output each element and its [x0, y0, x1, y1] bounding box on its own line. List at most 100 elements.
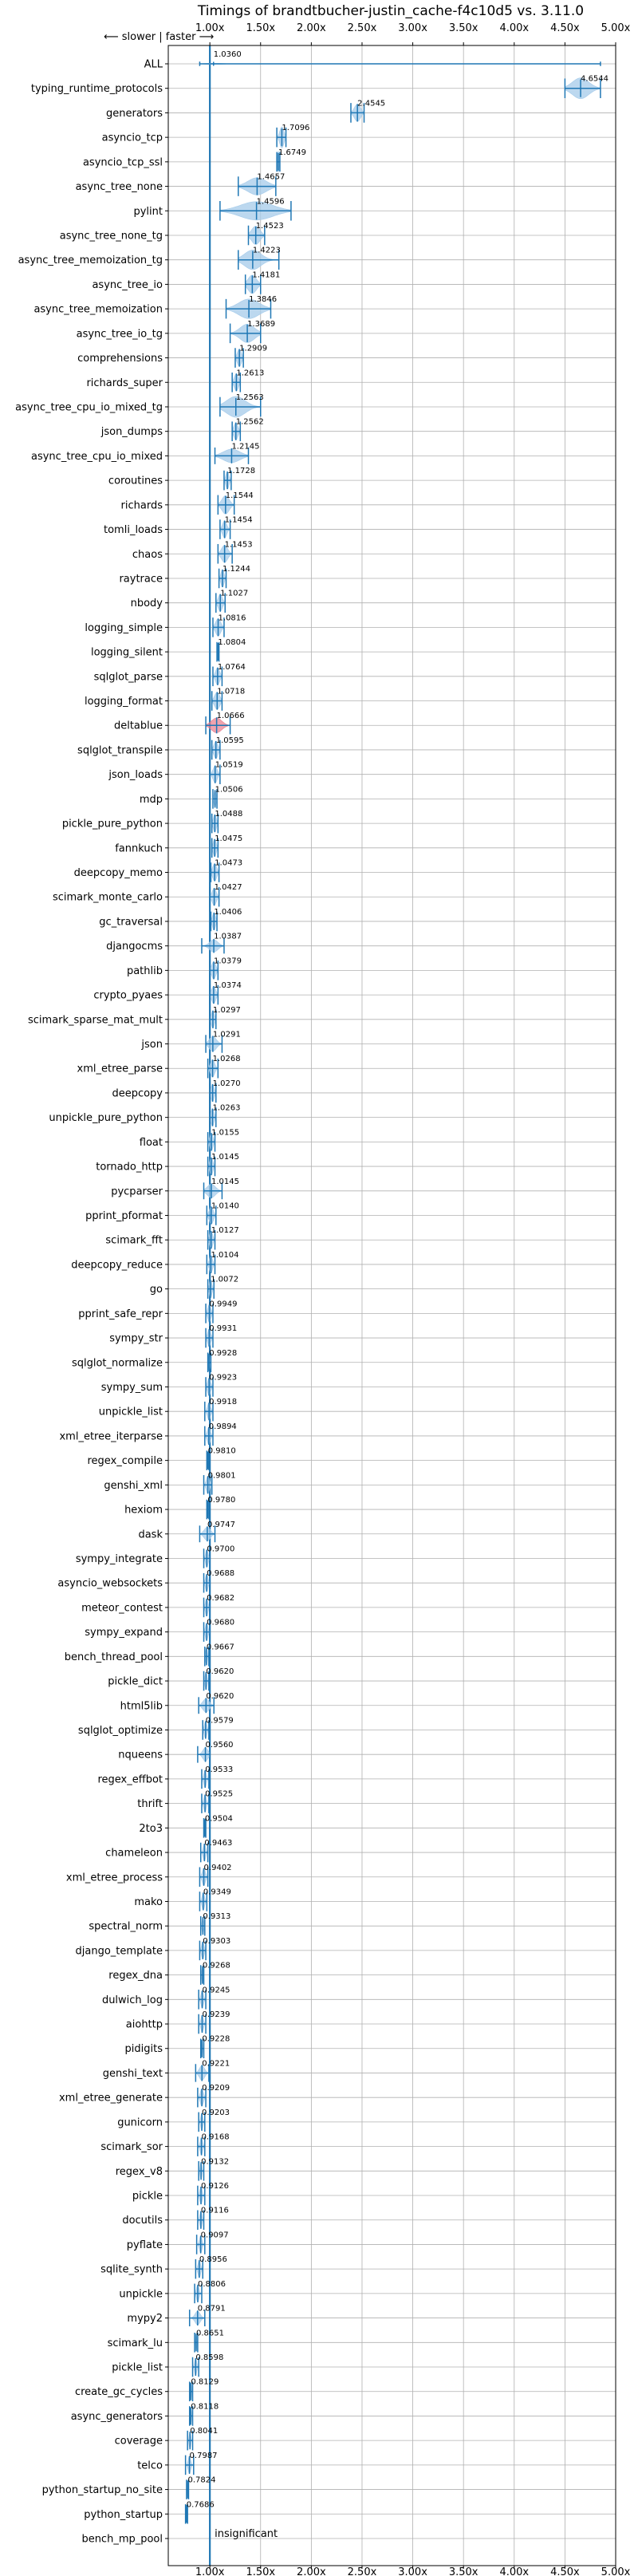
y-tick-label: sqlglot_transpile [77, 744, 163, 756]
y-tick-label: regex_dna [108, 1970, 163, 1982]
value-label: 1.0145 [211, 1153, 239, 1162]
value-label: 1.0104 [211, 1251, 238, 1260]
y-tick-label: pickle [132, 2191, 163, 2203]
value-label: 0.9313 [203, 1912, 230, 1921]
value-label: 0.9579 [206, 1716, 234, 1725]
violin-unpickle_list: 0.9918 [204, 1398, 237, 1422]
value-label: 1.0595 [216, 736, 244, 745]
value-label: 1.4223 [253, 247, 281, 255]
value-label: 1.1728 [227, 467, 255, 475]
value-label: 1.6749 [278, 148, 306, 157]
y-tick-label: json_dumps [100, 426, 163, 438]
y-tick-label: bench_thread_pool [65, 1651, 163, 1663]
value-label: 0.9667 [207, 1643, 234, 1651]
value-label: 0.8118 [191, 2402, 219, 2411]
violin-richards: 1.1544 [217, 491, 254, 515]
y-tick-label: chameleon [105, 1848, 163, 1860]
violin-regex_effbot: 0.9533 [201, 1765, 233, 1789]
value-label: 0.9221 [202, 2059, 230, 2068]
value-label: 0.8791 [198, 2305, 226, 2314]
violin-sqlglot_transpile: 1.0595 [211, 736, 244, 760]
value-label: 0.8598 [195, 2353, 223, 2362]
value-label: 1.1454 [225, 516, 253, 525]
y-tick-label: dulwich_log [102, 1994, 163, 2006]
y-tick-label: sqlglot_optimize [78, 1725, 163, 1737]
violin-deltablue: 1.0666 [205, 712, 245, 735]
violin-pickle_dict: 0.9620 [203, 1667, 234, 1691]
violin-json_dumps: 1.2562 [231, 418, 264, 441]
violin-pylint: 1.4596 [219, 197, 292, 221]
x-tick-label-bottom: 3.50x [449, 2566, 478, 2576]
value-label: 0.9700 [207, 1544, 234, 1553]
violin-unpickle: 0.8806 [194, 2280, 226, 2304]
value-label: 0.8651 [196, 2329, 224, 2337]
violin-async_tree_memoization_tg: 1.4223 [238, 247, 281, 270]
x-tick-label-top: 4.50x [550, 22, 580, 34]
y-tick-label: djangocms [106, 941, 163, 953]
violin-logging_simple: 1.0816 [212, 613, 246, 637]
y-tick-label: async_tree_memoization_tg [18, 254, 163, 266]
y-tick-label: meteor_contest [81, 1602, 163, 1614]
violin-regex_v8: 0.9132 [198, 2157, 229, 2181]
x-tick-label-bottom: 1.00x [195, 2566, 225, 2576]
y-tick-label: typing_runtime_protocols [31, 83, 163, 95]
y-tick-label: bench_mp_pool [81, 2534, 163, 2546]
value-label: 0.9349 [203, 1888, 231, 1896]
value-label: 2.4545 [357, 99, 385, 108]
violin-python_startup: 0.7686 [184, 2500, 215, 2524]
violin-regex_dna: 0.9268 [199, 1962, 230, 1985]
y-tick-label: 2to3 [139, 1823, 163, 1835]
y-tick-label: sympy_expand [85, 1627, 163, 1639]
value-label: 0.9923 [209, 1373, 237, 1382]
y-tick-label: logging_format [85, 696, 163, 708]
y-tick-label: sympy_str [109, 1333, 163, 1345]
y-tick-label: thrift [137, 1798, 163, 1810]
violin-deepcopy: 1.0270 [209, 1079, 241, 1103]
y-tick-label: genshi_text [103, 2068, 163, 2080]
violin-crypto_pyaes: 1.0374 [209, 981, 242, 1005]
violin-deepcopy_reduce: 1.0104 [206, 1251, 238, 1275]
violin-sqlite_synth: 0.8956 [195, 2255, 227, 2279]
x-tick-label-top: 4.00x [499, 22, 529, 34]
violin-meteor_contest: 0.9682 [203, 1594, 234, 1618]
y-tick-label: xml_etree_iterparse [59, 1430, 163, 1442]
y-tick-label: crypto_pyaes [93, 990, 163, 1002]
y-tick-label: async_tree_none_tg [60, 230, 163, 242]
value-label: 1.4596 [257, 197, 285, 206]
y-tick-label: comprehensions [77, 353, 163, 365]
violin-2to3: 0.9504 [203, 1814, 233, 1838]
x-tick-label-bottom: 5.00x [601, 2566, 631, 2576]
y-tick-label: sqlite_synth [100, 2264, 163, 2276]
y-tick-label: pickle_dict [108, 1676, 163, 1688]
value-label: 0.9620 [206, 1692, 234, 1701]
y-tick-label: pylint [133, 206, 163, 218]
y-tick-label: async_tree_cpu_io_mixed [31, 451, 163, 463]
y-tick-label: asyncio_websockets [57, 1578, 163, 1590]
x-tick-label-bottom: 1.50x [246, 2566, 275, 2576]
value-label: 1.2145 [231, 442, 259, 451]
value-label: 1.0145 [211, 1178, 239, 1186]
y-tick-labels: ALL typing_runtime_protocols generators asy… [15, 59, 168, 2546]
y-tick-label: deepcopy [112, 1087, 163, 1099]
value-label: 0.9203 [202, 2109, 230, 2117]
value-label: 0.9303 [203, 1937, 230, 1946]
violin-scimark_lu: 0.8651 [194, 2329, 224, 2353]
violin-djangocms: 1.0387 [201, 933, 242, 954]
violin-hexiom: 0.9780 [206, 1496, 235, 1520]
y-tick-label: logging_simple [85, 622, 163, 634]
y-tick-label: coverage [115, 2436, 163, 2448]
value-label: 0.9949 [210, 1300, 238, 1308]
value-label: 0.9228 [202, 2035, 230, 2044]
y-tick-label: xml_etree_parse [77, 1063, 163, 1075]
violin-mdp: 1.0506 [212, 785, 243, 809]
value-label: 0.9747 [207, 1521, 235, 1529]
value-label: 0.7686 [187, 2500, 215, 2509]
y-tick-label: ALL [144, 59, 163, 71]
value-label: 0.9168 [202, 2133, 230, 2142]
value-label: 0.7824 [187, 2476, 215, 2485]
y-tick-label: pyflate [127, 2239, 163, 2251]
y-tick-label: gc_traversal [99, 916, 163, 928]
value-label: 1.1544 [226, 491, 254, 500]
value-label: 0.9810 [208, 1447, 236, 1456]
violin-layer: 1.0360 4.6544 2.4545 1.7096 1.6749 1.4657 1.45… [184, 50, 608, 2540]
